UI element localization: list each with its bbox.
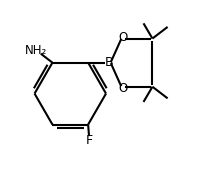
Text: O: O <box>118 31 128 44</box>
Text: O: O <box>118 82 128 95</box>
Text: B: B <box>104 56 113 69</box>
Text: NH₂: NH₂ <box>25 44 47 57</box>
Text: F: F <box>85 134 93 147</box>
